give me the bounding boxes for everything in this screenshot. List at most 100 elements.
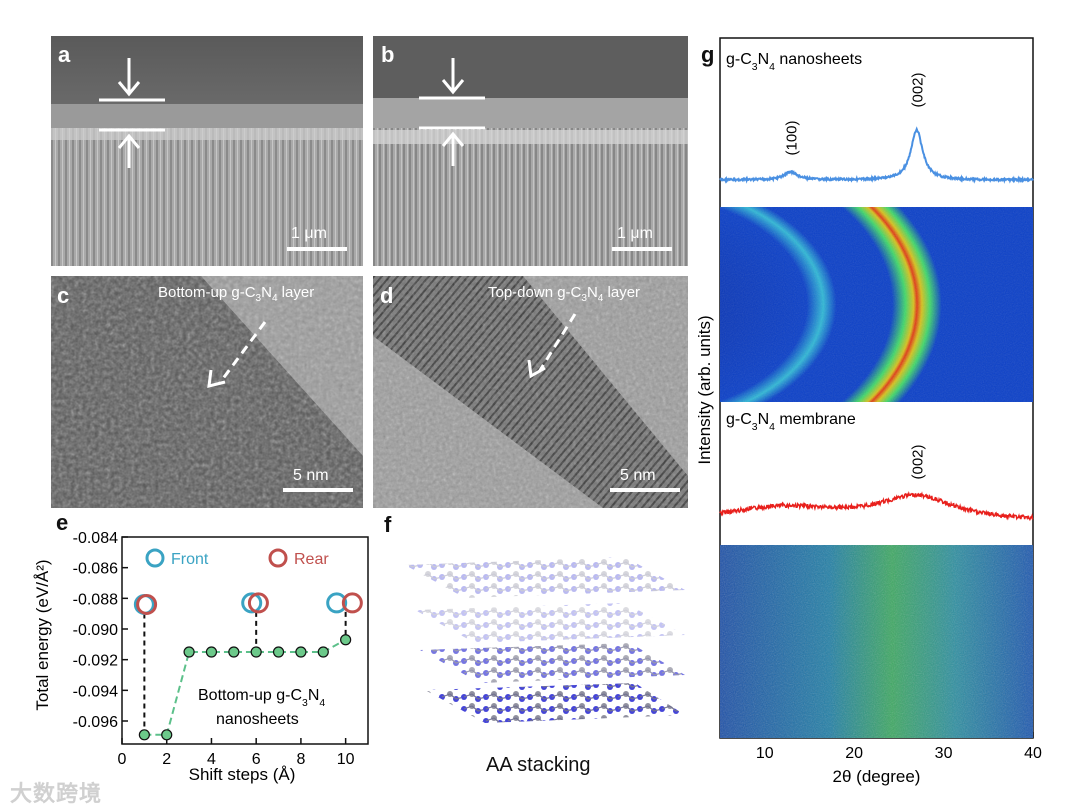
tem-image-c	[51, 276, 363, 508]
thickness-arrows-a	[99, 58, 165, 168]
caption-c-sub1: 3	[255, 293, 262, 304]
xrd-xtick-label: 20	[845, 745, 863, 762]
caption-d-mid: N	[586, 284, 598, 301]
rear-marker	[136, 593, 158, 615]
panel-letter-g: g	[701, 42, 715, 67]
energy-xtick-label: 8	[296, 751, 305, 768]
xrd-ylabel: Intensity (arb. units)	[695, 315, 714, 464]
scale-label-d: 5 nm	[620, 467, 656, 484]
xrd-xtick-label: 40	[1024, 745, 1042, 762]
xrd-xtick-label: 10	[756, 745, 774, 762]
energy-point	[272, 646, 285, 658]
scale-label-c: 5 nm	[293, 467, 329, 484]
energy-plot-frame	[121, 536, 369, 745]
energy-chart-ylabel: Total energy (eV/Å²)	[33, 559, 52, 710]
thickness-arrows-b	[419, 58, 485, 166]
xrd-peak-label: (100)	[784, 120, 801, 155]
xrd-peak-label: (002)	[910, 444, 927, 479]
xrd-curve-nanosheets	[719, 126, 1034, 184]
energy-ytick-label: -0.086	[73, 561, 118, 578]
legend-label-rear: Rear	[294, 551, 329, 568]
xrd-xtick-label: 30	[935, 745, 953, 762]
energy-ytick-label: -0.094	[73, 683, 118, 700]
panel-letter-f: f	[384, 512, 392, 537]
energy-point	[205, 646, 218, 658]
caption-d-sub1: 3	[581, 293, 587, 304]
energy-chart-legend: Front Rear	[145, 548, 329, 568]
energy-ytick-label: -0.090	[73, 622, 118, 639]
panel-letter-e: e	[56, 510, 69, 535]
energy-xtick-label: 2	[162, 751, 171, 768]
rear-marker	[247, 592, 269, 614]
front-marker	[241, 592, 263, 614]
tem-caption-c: Bottom-up g-C3N4 layer	[158, 284, 314, 304]
scale-bar-a	[287, 247, 347, 251]
scale-label-b: 1 μm	[617, 225, 653, 242]
rear-marker	[341, 592, 363, 614]
energy-xtick-label: 10	[337, 751, 355, 768]
energy-point	[183, 646, 195, 658]
energy-chart: Total energy (eV/Å²) Shift steps (Å) 0 2 4…	[33, 530, 369, 784]
energy-point	[161, 729, 173, 741]
energy-point	[250, 646, 262, 658]
panel-letter-d: d	[380, 283, 394, 308]
xrd-chart: 10 20 30 40 Intensity (arb. units) 2θ (degree…	[695, 37, 1042, 786]
panel-letter-a: a	[58, 42, 71, 67]
xrd-labels: g-C3N4 nanosheets g-C3N4 membrane (100) (00…	[726, 51, 927, 480]
scale-label-a: 1 μm	[291, 225, 327, 242]
caption-d-sub2: 4	[597, 293, 604, 304]
energy-xtick-label: 4	[207, 751, 216, 768]
xrd-curve-membrane	[719, 491, 1034, 522]
caption-c-sub2: 4	[271, 293, 278, 304]
energy-ytick-label: -0.092	[73, 653, 118, 670]
energy-ytick-label: -0.096	[73, 714, 118, 731]
panel-letter-b: b	[381, 42, 395, 67]
xrd-2d-noise-membrane	[720, 545, 1033, 738]
energy-chart-marks	[133, 592, 363, 741]
caption-c-suffix: layer	[277, 284, 315, 301]
energy-xtick-label: 0	[118, 751, 127, 768]
xrd-curves	[719, 126, 1034, 522]
caption-d-prefix: Top-down g-C	[488, 284, 582, 301]
energy-chart-xlabel: Shift steps (Å)	[189, 765, 296, 784]
sem-image-b-graphic	[373, 36, 688, 266]
legend-label-front: Front	[171, 551, 209, 568]
caption-c-prefix: Bottom-up g-C	[158, 284, 256, 301]
energy-annotation-line2: nanosheets	[216, 711, 299, 728]
xrd-series-label-membrane: g-C3N4 membrane	[726, 411, 856, 433]
sem-image-b	[373, 36, 688, 266]
energy-xtick-label: 6	[252, 751, 261, 768]
energy-ytick-label: -0.088	[73, 591, 118, 608]
tem-image-c-graphic	[51, 276, 363, 508]
energy-annotation-line1: Bottom-up g-C3N4	[198, 687, 325, 709]
energy-chart-axes: 0 2 4 6 8 10 -0.084 -0.086 -0.088 -0.090 -0.092 -0.…	[73, 530, 369, 768]
energy-point	[340, 634, 352, 646]
scale-bar-b	[612, 247, 672, 251]
xrd-2d-patterns	[720, 207, 1033, 738]
tem-image-d	[373, 276, 688, 508]
scale-bar-c	[283, 488, 353, 492]
caption-c-mid: N	[261, 284, 272, 301]
tem-image-d-graphic	[373, 276, 688, 508]
scale-bar-d	[610, 488, 680, 492]
energy-point	[295, 646, 307, 658]
tem-caption-d: Top-down g-C3N4 layer	[488, 284, 640, 304]
aa-stacking-caption: AA stacking	[486, 754, 591, 776]
energy-series-line	[144, 638, 347, 736]
watermark-logo: 大数跨境	[10, 781, 103, 806]
energy-point	[228, 646, 240, 658]
legend-marker-front	[145, 548, 165, 568]
xrd-2d-noise-nanosheets	[720, 207, 1033, 402]
front-marker	[326, 592, 348, 614]
energy-point	[138, 729, 150, 741]
energy-chart-annotation: Bottom-up g-C3N4 nanosheets	[198, 687, 325, 728]
energy-ytick-label: -0.084	[73, 530, 118, 547]
xrd-series-label-nanosheets: g-C3N4 nanosheets	[726, 51, 862, 73]
xrd-xlabel: 2θ (degree)	[833, 767, 921, 786]
xrd-peak-label: (002)	[910, 72, 927, 107]
energy-point	[317, 646, 329, 658]
legend-marker-rear	[268, 548, 288, 568]
caption-d-suffix: layer	[603, 284, 641, 301]
aa-stacking-structure	[405, 557, 685, 723]
panel-letter-c: c	[57, 283, 70, 308]
